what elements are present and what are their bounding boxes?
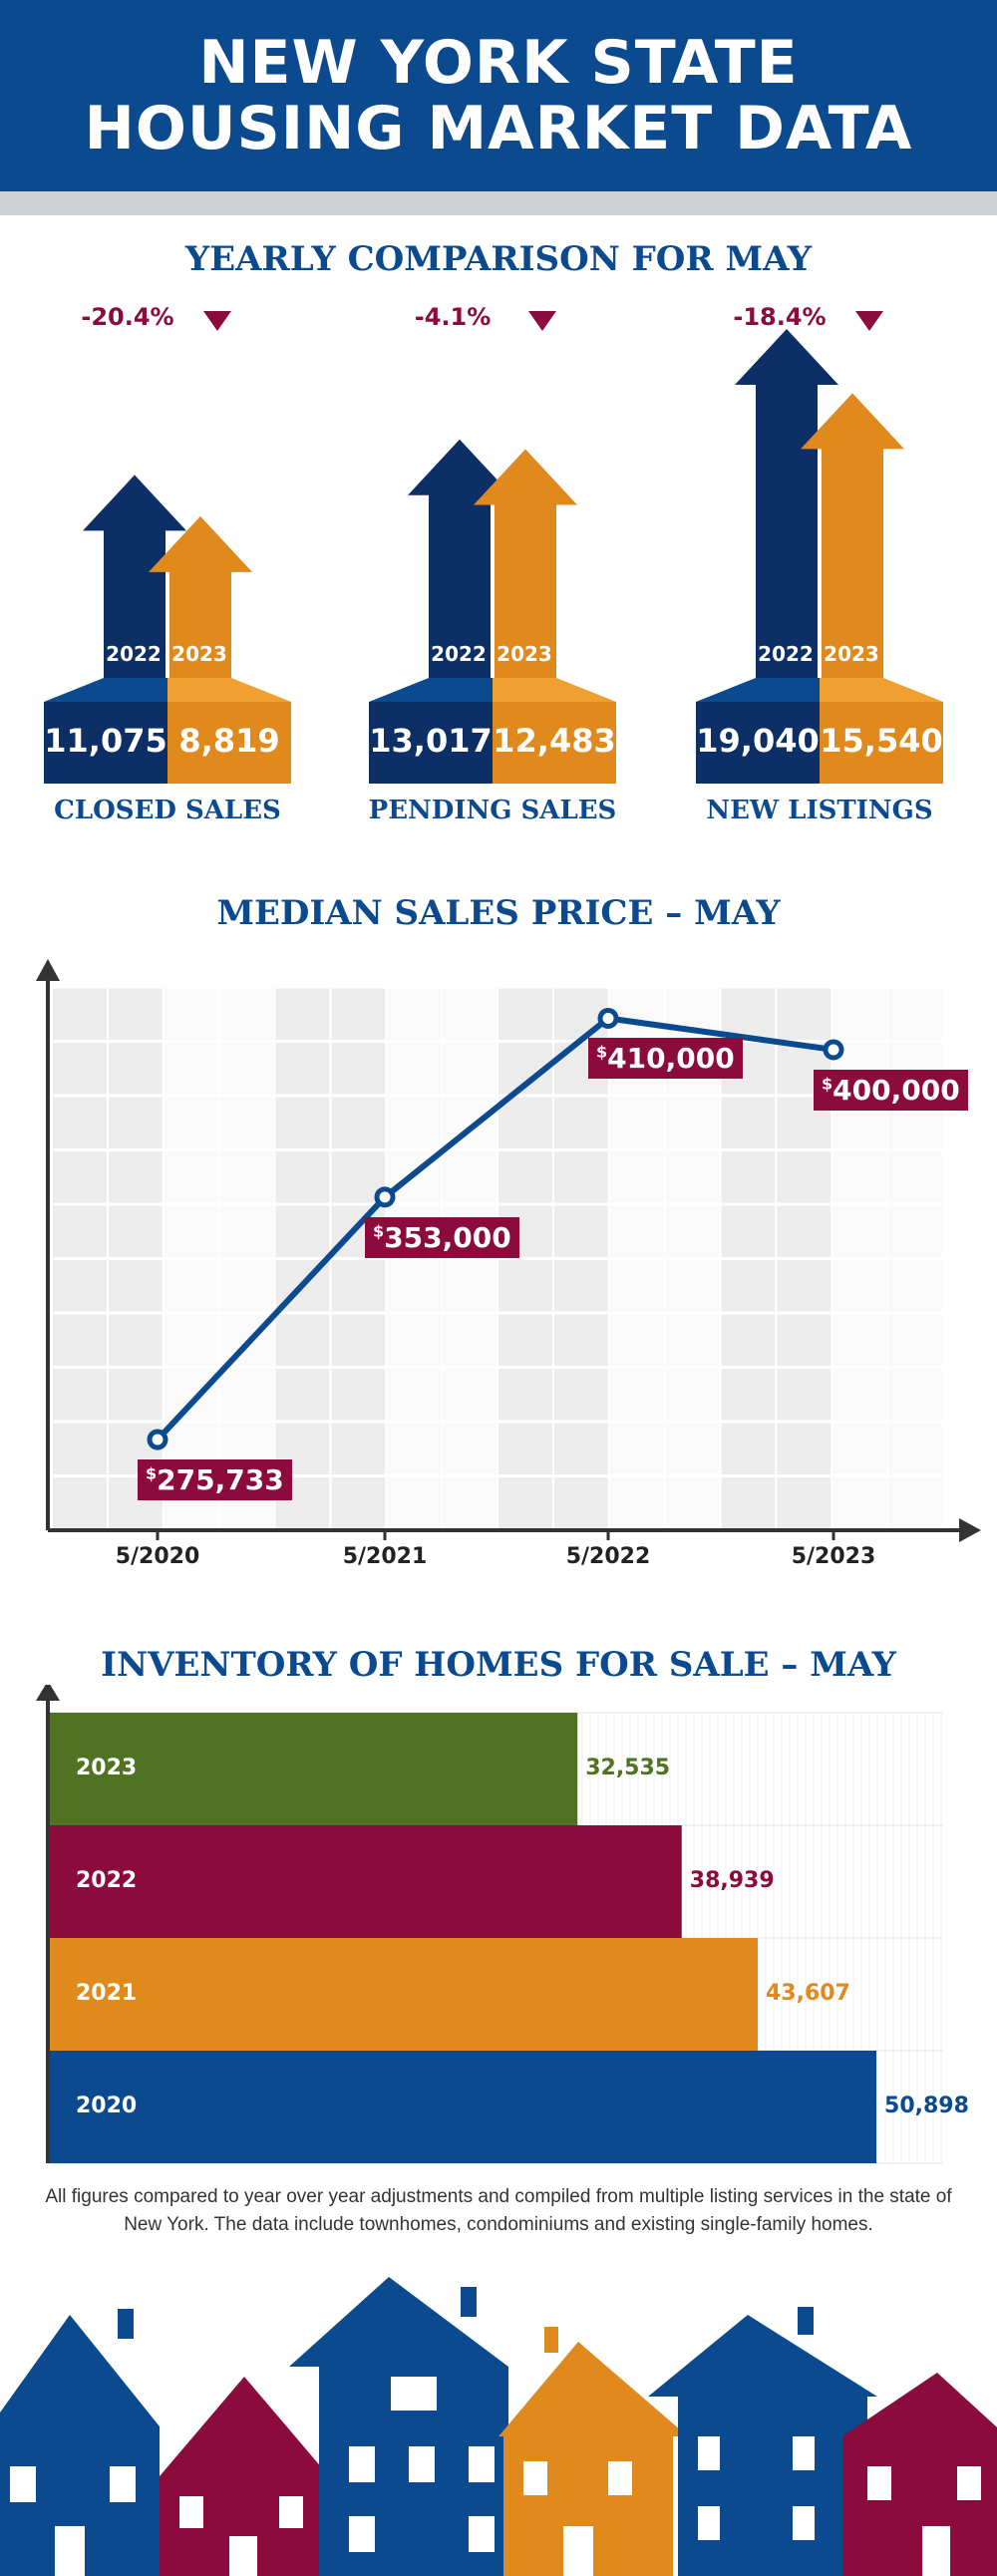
bar-value-label: 50,898 <box>884 2093 969 2118</box>
bar-value-label: 38,939 <box>689 1867 775 1893</box>
platform-2022 <box>696 702 820 784</box>
category-label: NEW LISTINGS <box>706 796 933 825</box>
bar-year-label: 2023 <box>76 1755 138 1780</box>
down-arrow-icon <box>203 311 231 331</box>
median-price-title: MEDIAN SALES PRICE – MAY <box>216 893 781 933</box>
data-point <box>374 1186 396 1208</box>
year-label-2022: 2022 <box>758 642 814 666</box>
x-tick-label: 5/2022 <box>565 1544 651 1569</box>
currency-symbol: $ <box>822 1074 833 1094</box>
price-line <box>155 1015 834 1443</box>
platform-2022 <box>369 702 493 784</box>
year-label-2022: 2022 <box>106 642 162 666</box>
title-line-2: HOUSING MARKET DATA <box>84 94 913 163</box>
inventory-chart <box>36 1685 943 2164</box>
house-icon <box>498 2327 688 2576</box>
x-tick-label: 5/2021 <box>342 1544 428 1569</box>
data-point <box>823 1039 844 1061</box>
category-label: PENDING SALES <box>368 796 617 825</box>
house-icon <box>842 2373 997 2576</box>
footnote: All figures compared to year over year a… <box>45 2186 952 2235</box>
value-2023: 8,819 <box>178 722 280 760</box>
bar-value-label: 32,535 <box>585 1755 671 1780</box>
house-icon <box>289 2277 508 2576</box>
bar-2023 <box>801 393 904 678</box>
bar-value-label: 43,607 <box>765 1980 850 2006</box>
x-axis-arrow-icon <box>959 1518 981 1542</box>
inventory-bar <box>48 1825 682 1938</box>
percent-change: -20.4% <box>81 303 174 331</box>
price-label: $400,000 <box>814 1069 968 1111</box>
year-label-2023: 2023 <box>824 642 879 666</box>
percent-change: -18.4% <box>733 303 827 331</box>
header-divider <box>0 191 997 215</box>
bar-2023 <box>149 515 252 678</box>
bar-2023 <box>474 449 577 678</box>
value-2022: 13,017 <box>369 722 493 760</box>
value-2022: 11,075 <box>44 722 167 760</box>
currency-symbol: $ <box>373 1221 385 1241</box>
bar-2022 <box>735 329 838 678</box>
year-label-2023: 2023 <box>497 642 552 666</box>
value-2023: 15,540 <box>820 722 943 760</box>
house-icon <box>648 2307 877 2576</box>
title-line-1: NEW YORK STATE <box>198 28 799 98</box>
price-label: $275,733 <box>138 1459 292 1501</box>
price-label: $410,000 <box>588 1038 743 1080</box>
value-2022: 19,040 <box>696 722 820 760</box>
yearly-comparison-chart <box>44 311 943 784</box>
price-label: $353,000 <box>365 1216 519 1258</box>
percent-change: -4.1% <box>414 303 492 331</box>
data-point <box>147 1429 168 1450</box>
x-tick-label: 5/2020 <box>115 1544 200 1569</box>
down-arrow-icon <box>855 311 883 331</box>
houses-illustration <box>0 2277 997 2576</box>
inventory-bar <box>48 1938 758 2051</box>
house-icon <box>0 2309 160 2576</box>
y-axis-arrow-icon <box>36 959 60 981</box>
page-title: NEW YORK STATE HOUSING MARKET DATA <box>0 30 997 161</box>
x-tick-label: 5/2023 <box>791 1544 876 1569</box>
header-banner: NEW YORK STATE HOUSING MARKET DATA <box>0 0 997 191</box>
house-icon <box>160 2377 329 2576</box>
platform-2023 <box>167 702 291 784</box>
platform-2023-top <box>493 678 616 702</box>
value-2023: 12,483 <box>493 722 616 760</box>
data-point <box>597 1007 619 1029</box>
year-label-2022: 2022 <box>431 642 487 666</box>
bar-2022 <box>83 475 186 678</box>
platform-2022-top <box>369 678 493 702</box>
y-axis-arrow-icon <box>36 1685 60 1701</box>
platform-2022-top <box>44 678 167 702</box>
bar-year-label: 2020 <box>76 2093 138 2118</box>
platform-2023 <box>493 702 616 784</box>
platform-2023-top <box>167 678 291 702</box>
platform-2023-top <box>820 678 943 702</box>
bar-year-label: 2021 <box>76 1980 138 2006</box>
down-arrow-icon <box>528 311 556 331</box>
currency-symbol: $ <box>596 1043 608 1063</box>
bar-year-label: 2022 <box>76 1867 138 1893</box>
currency-symbol: $ <box>146 1463 158 1483</box>
inventory-bar <box>48 2051 877 2163</box>
category-label: CLOSED SALES <box>54 796 281 825</box>
year-label-2023: 2023 <box>171 642 227 666</box>
platform-2022 <box>44 702 167 784</box>
inventory-bar <box>48 1713 578 1825</box>
yearly-comparison-title: YEARLY COMPARISON FOR MAY <box>184 239 813 279</box>
platform-2022-top <box>696 678 820 702</box>
inventory-title: INVENTORY OF HOMES FOR SALE – MAY <box>101 1645 896 1685</box>
platform-2023 <box>820 702 943 784</box>
